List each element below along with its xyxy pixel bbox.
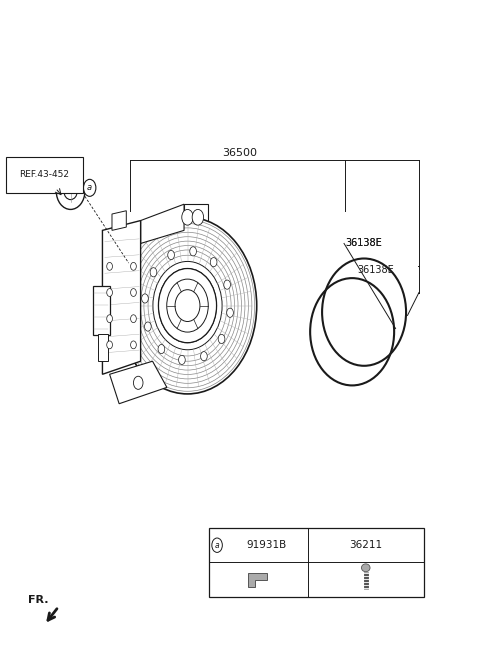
Circle shape xyxy=(84,179,96,196)
Text: 36138E: 36138E xyxy=(357,265,394,275)
Polygon shape xyxy=(141,204,184,244)
Text: a: a xyxy=(87,183,92,193)
Polygon shape xyxy=(109,361,167,404)
Polygon shape xyxy=(248,573,267,587)
Circle shape xyxy=(131,315,136,323)
Ellipse shape xyxy=(64,183,77,200)
Polygon shape xyxy=(184,204,208,231)
Circle shape xyxy=(107,288,112,296)
Circle shape xyxy=(227,308,233,317)
Text: 36500: 36500 xyxy=(223,148,257,158)
Polygon shape xyxy=(102,221,141,374)
Circle shape xyxy=(131,262,136,270)
Circle shape xyxy=(107,341,112,349)
Ellipse shape xyxy=(361,564,370,572)
Text: FR.: FR. xyxy=(28,595,48,605)
Ellipse shape xyxy=(175,290,200,321)
FancyBboxPatch shape xyxy=(93,286,109,335)
Circle shape xyxy=(212,538,222,553)
Circle shape xyxy=(210,258,217,267)
Ellipse shape xyxy=(158,269,216,343)
Circle shape xyxy=(144,322,151,331)
Circle shape xyxy=(192,210,204,225)
FancyBboxPatch shape xyxy=(97,334,108,361)
Circle shape xyxy=(133,376,143,390)
Circle shape xyxy=(107,315,112,323)
Circle shape xyxy=(131,341,136,349)
Circle shape xyxy=(190,247,196,256)
Text: 36138E: 36138E xyxy=(345,238,382,248)
Ellipse shape xyxy=(118,217,257,394)
Ellipse shape xyxy=(167,279,208,332)
Text: 91931B: 91931B xyxy=(246,540,287,550)
Polygon shape xyxy=(112,211,126,231)
Circle shape xyxy=(107,262,112,270)
Text: a: a xyxy=(215,541,219,550)
Bar xyxy=(209,528,424,597)
Circle shape xyxy=(158,344,165,353)
Ellipse shape xyxy=(56,173,85,210)
Circle shape xyxy=(131,288,136,296)
Circle shape xyxy=(150,267,157,277)
Text: 36138E: 36138E xyxy=(345,238,382,248)
Text: REF.43-452: REF.43-452 xyxy=(20,170,70,179)
Circle shape xyxy=(179,355,185,365)
Text: 36211: 36211 xyxy=(349,540,382,550)
Circle shape xyxy=(224,280,230,289)
Circle shape xyxy=(218,334,225,344)
Circle shape xyxy=(168,250,174,260)
Circle shape xyxy=(201,351,207,361)
Circle shape xyxy=(182,210,193,225)
Circle shape xyxy=(142,294,148,303)
